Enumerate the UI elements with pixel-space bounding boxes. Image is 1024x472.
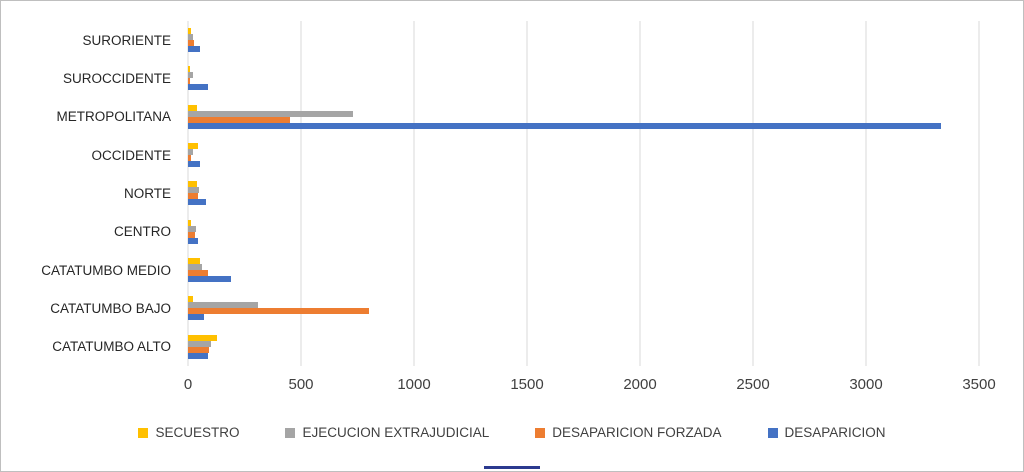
bar-desaparicion <box>188 276 231 283</box>
bar-desaparicion-forzada <box>188 40 194 47</box>
bar-desaparicion <box>188 46 201 53</box>
x-axis-tick-label: 3000 <box>849 376 883 393</box>
gridline <box>413 21 415 366</box>
category-bar-group <box>188 251 979 289</box>
bar-desaparicion-forzada <box>188 270 209 277</box>
x-axis-tick-label: 1500 <box>510 376 544 393</box>
bar-ejecucion-extrajudicial <box>188 72 193 79</box>
bar-secuestro <box>188 296 193 303</box>
y-axis-category-label: CATATUMBO ALTO <box>52 339 171 355</box>
bar-secuestro <box>188 143 199 150</box>
y-axis-category-label: SUROCCIDENTE <box>62 70 171 86</box>
category-bar-group <box>188 174 979 212</box>
bar-secuestro <box>188 219 192 226</box>
y-axis-category-label: METROPOLITANA <box>56 109 171 125</box>
y-axis-category-label: CATATUMBO BAJO <box>50 300 171 316</box>
bar-desaparicion-forzada <box>188 78 191 85</box>
legend-label: DESAPARICION FORZADA <box>552 425 722 440</box>
bar-desaparicion <box>188 199 207 206</box>
bottom-accent-line <box>484 466 540 469</box>
legend: SECUESTRO EJECUCION EXTRAJUDICIAL DESAPARI… <box>1 425 1023 440</box>
bar-ejecucion-extrajudicial <box>188 34 193 41</box>
bar-desaparicion <box>188 84 209 91</box>
gridline <box>752 21 754 366</box>
y-axis-category-label: CENTRO <box>114 224 171 240</box>
bar-ejecucion-extrajudicial <box>188 110 353 117</box>
legend-item: SECUESTRO <box>138 425 239 440</box>
category-bar-group <box>188 328 979 366</box>
x-axis-tick-label: 2000 <box>623 376 657 393</box>
legend-label: SECUESTRO <box>155 425 240 440</box>
legend-swatch-icon <box>138 427 149 438</box>
category-bar-group <box>188 136 979 174</box>
y-axis-category-label: SURORIENTE <box>82 32 171 48</box>
gridline <box>300 21 302 366</box>
y-axis: SURORIENTE SUROCCIDENTE METROPOLITANA OCCID… <box>1 21 179 366</box>
legend-label: DESAPARICION <box>784 425 886 440</box>
category-bar-group <box>188 59 979 97</box>
bar-ejecucion-extrajudicial <box>188 340 211 347</box>
bar-ejecucion-extrajudicial <box>188 149 193 156</box>
bar-ejecucion-extrajudicial <box>188 187 200 194</box>
bar-desaparicion <box>188 352 209 359</box>
bar-ejecucion-extrajudicial <box>188 302 259 309</box>
y-axis-category-label: CATATUMBO MEDIO <box>41 262 171 278</box>
bar-ejecucion-extrajudicial <box>188 264 202 271</box>
category-bar-group <box>188 213 979 251</box>
gridline <box>978 21 980 366</box>
bar-desaparicion <box>188 122 941 129</box>
gridline <box>865 21 867 366</box>
x-axis-tick-label: 3500 <box>962 376 996 393</box>
bar-desaparicion-forzada <box>188 346 210 353</box>
legend-swatch-icon <box>767 427 778 438</box>
bar-desaparicion-forzada <box>188 308 369 315</box>
plot-area <box>187 21 980 366</box>
y-axis-category-label: OCCIDENTE <box>91 147 171 163</box>
bar-ejecucion-extrajudicial <box>188 225 196 232</box>
gridline <box>526 21 528 366</box>
legend-label: EJECUCION EXTRAJUDICIAL <box>302 425 490 440</box>
x-axis-tick-label: 500 <box>288 376 314 393</box>
bar-secuestro <box>188 181 198 188</box>
x-axis-tick-label: 0 <box>183 376 193 393</box>
legend-item: EJECUCION EXTRAJUDICIAL <box>285 425 489 440</box>
legend-item: DESAPARICION <box>767 425 886 440</box>
legend-swatch-icon <box>535 427 546 438</box>
bar-desaparicion-forzada <box>188 116 290 123</box>
y-axis-category-label: NORTE <box>123 185 171 201</box>
legend-swatch-icon <box>285 427 296 438</box>
bar-desaparicion-forzada <box>188 193 199 200</box>
bar-secuestro <box>188 66 191 73</box>
x-axis-tick-label: 1000 <box>397 376 431 393</box>
category-bar-group <box>188 289 979 327</box>
bar-desaparicion-forzada <box>188 231 195 238</box>
category-bar-group <box>188 21 979 59</box>
x-axis-tick-label: 2500 <box>736 376 770 393</box>
category-bar-group <box>188 98 979 136</box>
bar-secuestro <box>188 28 192 35</box>
bar-desaparicion <box>188 237 199 244</box>
bar-desaparicion-forzada <box>188 155 192 162</box>
gridline <box>639 21 641 366</box>
bar-desaparicion <box>188 161 201 168</box>
bar-secuestro <box>188 258 201 265</box>
bar-desaparicion <box>188 314 204 321</box>
legend-item: DESAPARICION FORZADA <box>535 425 722 440</box>
x-axis: 0 500 1000 1500 2000 2500 3000 3500 <box>184 368 996 393</box>
bar-secuestro <box>188 104 198 111</box>
bar-secuestro <box>188 334 218 341</box>
